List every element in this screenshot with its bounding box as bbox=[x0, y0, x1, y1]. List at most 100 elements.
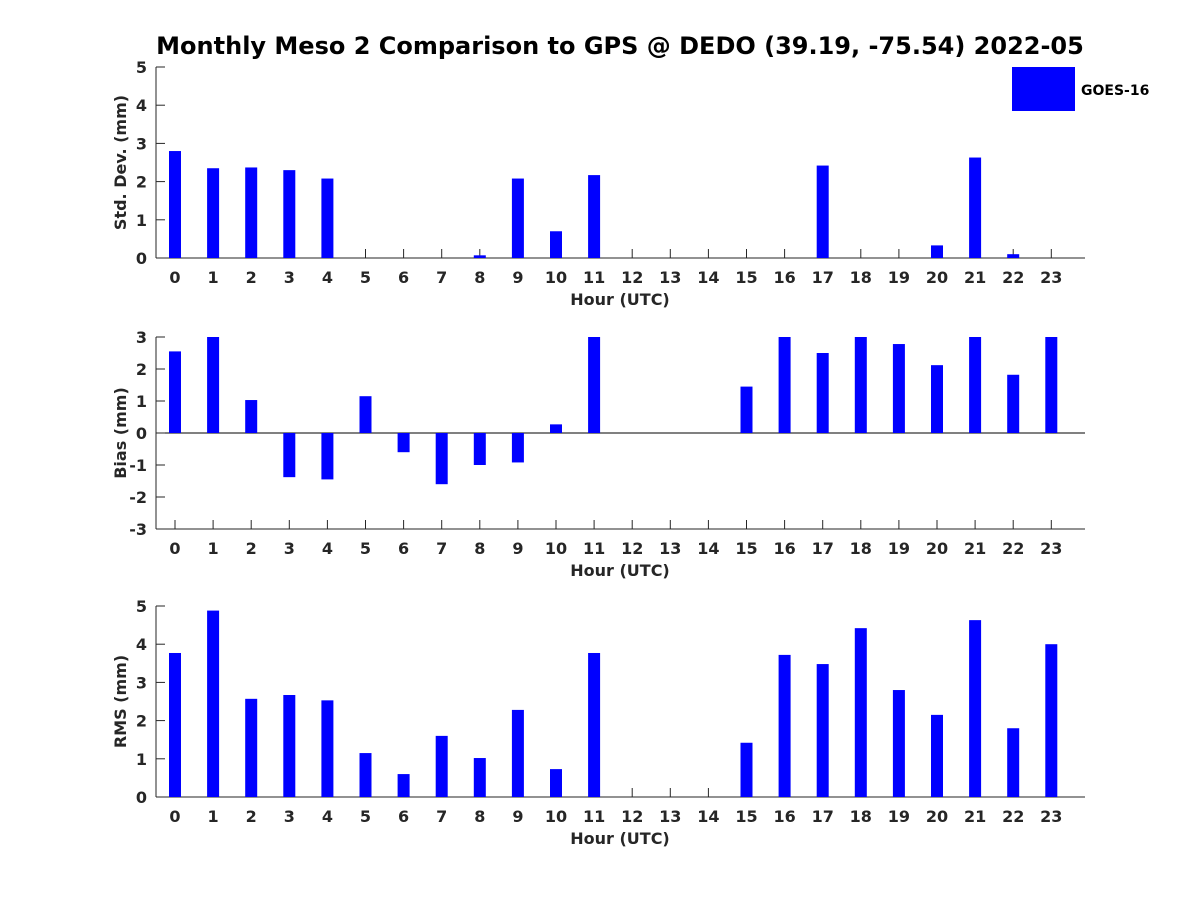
bar-hour-1 bbox=[207, 337, 220, 433]
bar-hour-20 bbox=[931, 245, 943, 258]
chart-title: Monthly Meso 2 Comparison to GPS @ DEDO … bbox=[156, 32, 1084, 60]
x-tick-label: 21 bbox=[964, 539, 986, 558]
x-axis-label: Hour (UTC) bbox=[570, 829, 670, 848]
x-tick-label: 4 bbox=[322, 268, 333, 287]
bar-hour-19 bbox=[892, 690, 905, 797]
y-tick-label: -2 bbox=[129, 488, 147, 507]
y-tick-label: 2 bbox=[136, 173, 147, 192]
x-tick-label: 12 bbox=[621, 539, 643, 558]
bar-hour-8 bbox=[473, 255, 486, 258]
x-tick-label: 0 bbox=[169, 807, 180, 826]
bar-hour-0 bbox=[169, 351, 181, 433]
x-tick-label: 8 bbox=[474, 268, 485, 287]
bar-hour-20 bbox=[931, 714, 943, 797]
x-tick-label: 6 bbox=[398, 268, 409, 287]
bar-hour-2 bbox=[245, 698, 258, 797]
x-tick-label: 4 bbox=[322, 807, 333, 826]
bar-hour-5 bbox=[359, 753, 372, 797]
bar-hour-10 bbox=[550, 769, 562, 797]
y-tick-label: 3 bbox=[136, 673, 147, 692]
x-tick-label: 14 bbox=[697, 807, 719, 826]
x-tick-label: 16 bbox=[773, 539, 795, 558]
y-axis-label: Std. Dev. (mm) bbox=[111, 95, 130, 230]
y-tick-label: 5 bbox=[136, 597, 147, 616]
bar-hour-17 bbox=[816, 664, 829, 797]
bar-hour-6 bbox=[397, 774, 410, 797]
x-axis-label: Hour (UTC) bbox=[570, 290, 670, 309]
x-tick-label: 2 bbox=[246, 539, 257, 558]
x-tick-label: 8 bbox=[474, 807, 485, 826]
y-tick-label: 3 bbox=[136, 134, 147, 153]
x-axis-label: Hour (UTC) bbox=[570, 561, 670, 580]
bar-hour-3 bbox=[283, 170, 296, 258]
x-tick-label: 17 bbox=[812, 268, 834, 287]
y-tick-label: 2 bbox=[136, 712, 147, 731]
bar-hour-3 bbox=[283, 695, 296, 797]
bar-hour-8 bbox=[473, 433, 486, 465]
x-tick-label: 19 bbox=[888, 268, 910, 287]
bar-hour-9 bbox=[511, 178, 524, 258]
x-tick-label: 15 bbox=[735, 807, 757, 826]
y-tick-label: 0 bbox=[136, 788, 147, 807]
x-tick-label: 13 bbox=[659, 539, 681, 558]
bar-hour-9 bbox=[511, 709, 524, 797]
x-tick-label: 3 bbox=[284, 807, 295, 826]
x-tick-label: 5 bbox=[360, 268, 371, 287]
y-tick-label: -1 bbox=[129, 456, 147, 475]
y-tick-label: 4 bbox=[136, 96, 147, 115]
bar-hour-0 bbox=[169, 652, 181, 797]
bar-hour-20 bbox=[931, 365, 943, 433]
y-tick-label: 4 bbox=[136, 635, 147, 654]
bar-hour-0 bbox=[169, 151, 181, 258]
x-tick-label: 1 bbox=[208, 539, 219, 558]
x-tick-label: 1 bbox=[208, 807, 219, 826]
x-tick-label: 14 bbox=[697, 268, 719, 287]
x-tick-label: 15 bbox=[735, 539, 757, 558]
x-tick-label: 11 bbox=[583, 268, 605, 287]
bar-hour-16 bbox=[778, 337, 791, 433]
x-tick-label: 7 bbox=[436, 268, 447, 287]
x-tick-label: 22 bbox=[1002, 268, 1024, 287]
bar-hour-16 bbox=[778, 654, 791, 797]
x-tick-label: 16 bbox=[773, 807, 795, 826]
bar-hour-18 bbox=[854, 337, 867, 433]
x-tick-label: 21 bbox=[964, 268, 986, 287]
x-tick-label: 9 bbox=[512, 539, 523, 558]
x-tick-label: 5 bbox=[360, 539, 371, 558]
y-tick-label: 2 bbox=[136, 360, 147, 379]
x-tick-label: 18 bbox=[850, 539, 872, 558]
x-tick-label: 9 bbox=[512, 807, 523, 826]
bar-hour-4 bbox=[321, 433, 334, 480]
x-tick-label: 6 bbox=[398, 807, 409, 826]
x-tick-label: 14 bbox=[697, 539, 719, 558]
y-tick-label: 5 bbox=[136, 58, 147, 77]
x-tick-label: 22 bbox=[1002, 807, 1024, 826]
bar-hour-17 bbox=[816, 353, 829, 433]
x-tick-label: 18 bbox=[850, 268, 872, 287]
bar-hour-17 bbox=[816, 165, 829, 258]
y-tick-label: 0 bbox=[136, 249, 147, 268]
x-tick-label: 20 bbox=[926, 539, 948, 558]
bar-hour-4 bbox=[321, 700, 334, 797]
bar-hour-22 bbox=[1007, 374, 1020, 433]
x-tick-label: 16 bbox=[773, 268, 795, 287]
x-tick-label: 2 bbox=[246, 268, 257, 287]
bar-hour-8 bbox=[473, 758, 486, 797]
y-axis-label: RMS (mm) bbox=[111, 655, 130, 748]
x-tick-label: 9 bbox=[512, 268, 523, 287]
legend-label-goes16: GOES-16 bbox=[1081, 83, 1149, 99]
bar-hour-10 bbox=[550, 231, 562, 258]
x-tick-label: 18 bbox=[850, 807, 872, 826]
y-tick-label: 0 bbox=[136, 424, 147, 443]
bar-hour-1 bbox=[207, 168, 220, 258]
x-tick-label: 1 bbox=[208, 268, 219, 287]
x-tick-label: 10 bbox=[545, 268, 567, 287]
bar-hour-21 bbox=[969, 620, 982, 797]
bar-hour-15 bbox=[740, 742, 753, 797]
x-tick-label: 8 bbox=[474, 539, 485, 558]
